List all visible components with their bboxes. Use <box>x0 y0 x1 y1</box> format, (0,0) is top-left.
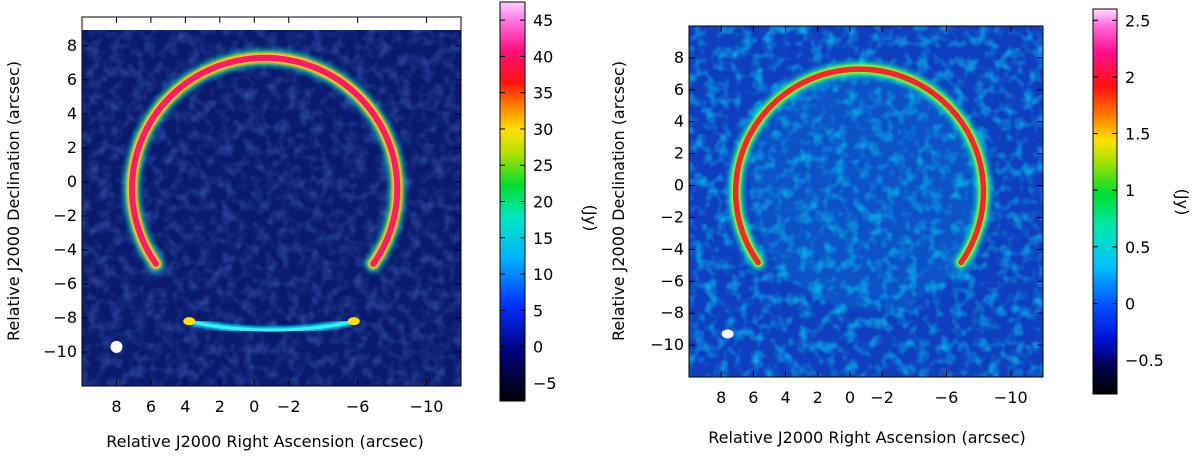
y-tick-label: −6 <box>53 274 77 293</box>
x-tick-label: −6 <box>935 388 959 407</box>
colorbar-tick-label: 20 <box>533 193 553 212</box>
x-axis-label-right: Relative J2000 Right Ascension (arcsec) <box>708 428 1026 447</box>
x-tick-label: 2 <box>813 388 823 407</box>
x-axis-label-left: Relative J2000 Right Ascension (arcsec) <box>106 432 424 451</box>
colorbar-tick-label: 2 <box>1125 68 1135 87</box>
colorbar-tick-label: 30 <box>533 120 553 139</box>
colorbar-tick-label: 2.5 <box>1125 11 1150 30</box>
x-tick-label: −2 <box>870 388 894 407</box>
colorbar-right <box>1092 8 1118 395</box>
lower-arc-line <box>191 320 352 332</box>
y-tick-label: 6 <box>674 80 684 99</box>
x-tick-label: −10 <box>994 388 1028 407</box>
y-tick-label: −2 <box>53 206 77 225</box>
frame-right <box>688 25 1044 378</box>
image-left-blank-strip-2 <box>143 17 461 30</box>
y-tick-label: 0 <box>674 176 684 195</box>
x-tick-label: 8 <box>716 388 726 407</box>
colorbar-tick-label: 45 <box>533 11 553 30</box>
x-tick-label: 6 <box>748 388 758 407</box>
colorbar-tick-label: 15 <box>533 229 553 248</box>
colorbar-ticks-left: 45 40 35 30 25 20 15 10 5 0 −5 <box>500 11 557 393</box>
colorbar-tick-label: 10 <box>533 265 553 284</box>
y-tick-label: −4 <box>660 239 684 258</box>
colorbar-tick-label: 0 <box>533 338 543 357</box>
y-axis-label-right: Relative J2000 Declination (arcsec) <box>609 61 628 341</box>
y-tick-label: −8 <box>660 303 684 322</box>
y-tick-label: −10 <box>650 335 684 354</box>
colorbar-tick-label: 1.5 <box>1125 125 1150 144</box>
x-tick-label: 0 <box>845 388 855 407</box>
lower-arc-segment <box>183 317 360 334</box>
ring-arc-left <box>123 48 407 273</box>
y-tick-label: −2 <box>660 207 684 226</box>
colorbar-tick-label: −0.5 <box>1125 351 1164 370</box>
x-tick-label: 4 <box>180 397 190 416</box>
colorbar-tick-label: 25 <box>533 156 553 175</box>
x-tick-label: 4 <box>780 388 790 407</box>
x-tick-label: 2 <box>215 397 225 416</box>
colorbar-tick-label: 0 <box>1125 294 1135 313</box>
image-left-blank-strip <box>82 17 143 30</box>
y-tick-label: 4 <box>67 104 77 123</box>
x-tick-label: 0 <box>249 397 259 416</box>
x-tick-label: 8 <box>111 397 121 416</box>
image-left <box>82 17 461 386</box>
x-tick-label: 6 <box>146 397 156 416</box>
colorbar-tick-label: 0.5 <box>1125 238 1150 257</box>
y-tick-label: 6 <box>67 70 77 89</box>
axis-ticks-right: 8 6 4 2 0 −2 −6 −10 8 6 4 2 0 −2 −4 −6 −8 −10 <box>650 26 1043 407</box>
y-tick-label: −10 <box>43 342 77 361</box>
colorbar-tick-label: −5 <box>533 374 557 393</box>
y-tick-label: 2 <box>67 138 77 157</box>
y-tick-label: 0 <box>67 172 77 191</box>
x-tick-label: −2 <box>277 397 301 416</box>
x-tick-label: −6 <box>346 397 370 416</box>
ring-arc-right <box>727 60 992 271</box>
y-axis-label-left: Relative J2000 Declination (arcsec) <box>4 61 23 341</box>
y-tick-label: 8 <box>67 36 77 55</box>
colorbar-tick-label: 5 <box>533 301 543 320</box>
frame-left <box>81 16 462 387</box>
beam-right <box>721 329 734 339</box>
lower-arc-knot-right <box>347 317 360 326</box>
colorbar-tick-label: 40 <box>533 47 553 66</box>
image-right <box>689 26 1043 377</box>
y-tick-label: −8 <box>53 308 77 327</box>
beam-left <box>110 340 123 353</box>
y-tick-label: 4 <box>674 112 684 131</box>
ring-core <box>129 54 401 267</box>
diffuse-emission <box>750 70 990 310</box>
colorbar-tick-label: 35 <box>533 84 553 103</box>
colorbar-label-right: (Jy) <box>1173 189 1192 216</box>
ring-core <box>732 66 987 266</box>
y-tick-label: −6 <box>660 271 684 290</box>
x-tick-label: −10 <box>410 397 444 416</box>
panel-right: 8 6 4 2 0 −2 −6 −10 8 6 4 2 0 −2 −4 −6 −8 −10 Relative J2… <box>609 8 1192 447</box>
y-tick-label: −4 <box>53 240 77 259</box>
colorbar-ticks-right: 2.5 2 1.5 1 0.5 0 −0.5 <box>1093 11 1164 370</box>
colorbar-label-left: (Jy) <box>581 205 600 232</box>
colorbar-tick-label: 1 <box>1125 181 1135 200</box>
lower-arc-knot-left <box>183 317 196 326</box>
y-tick-label: 8 <box>674 48 684 67</box>
y-tick-label: 2 <box>674 144 684 163</box>
axis-ticks-left: 8 6 4 2 0 −2 −6 −10 8 6 4 2 0 −2 −4 −6 −8 −10 <box>43 17 461 416</box>
